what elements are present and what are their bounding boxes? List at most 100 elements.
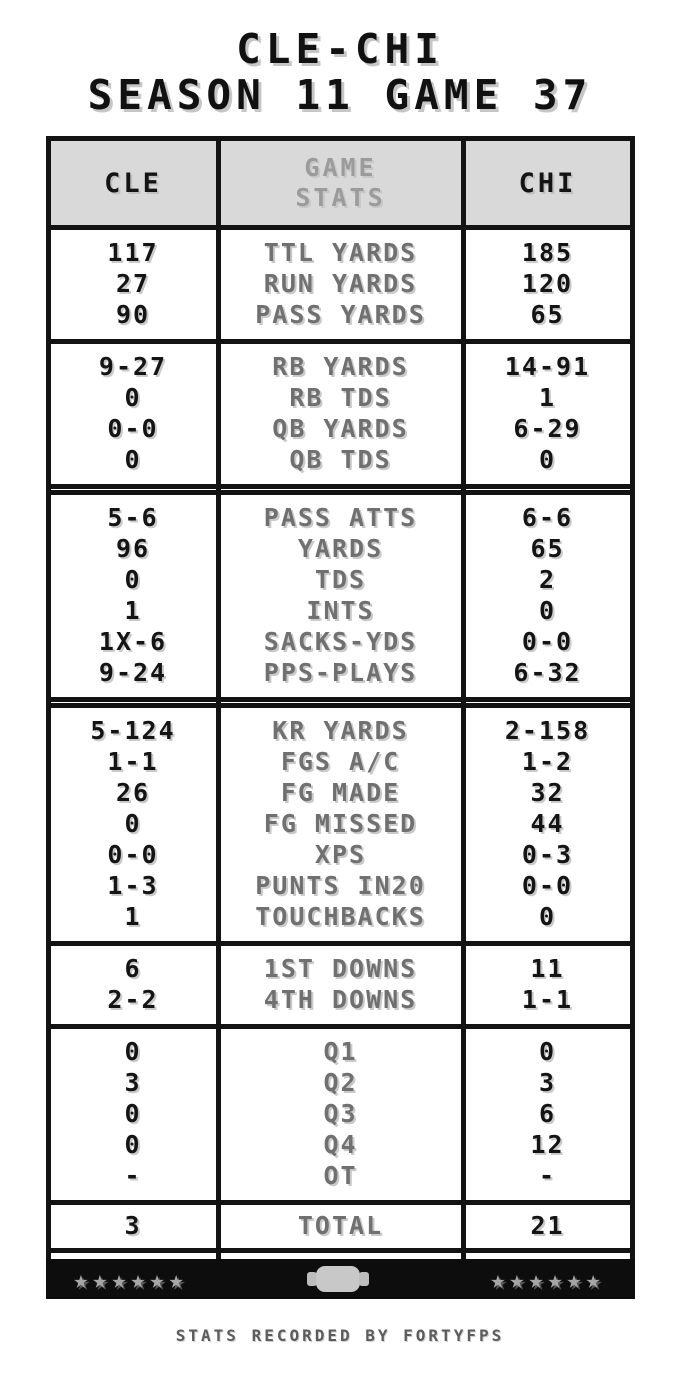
stat-label: PPS-PLAYS bbox=[263, 658, 418, 687]
stat-label: FGS A/C bbox=[280, 747, 401, 776]
total-label-cell: TOTAL bbox=[215, 1205, 461, 1248]
stat-value: 0-0 bbox=[521, 871, 574, 900]
header-cell-chi: CHI bbox=[460, 141, 630, 225]
stat-value: 0-3 bbox=[521, 840, 574, 869]
stat-label: PASS ATTS bbox=[263, 503, 418, 532]
stat-label: 1ST DOWNS bbox=[263, 954, 418, 983]
cle-values-cell: 117 27 90 bbox=[51, 230, 216, 339]
stat-value: 6-32 bbox=[513, 658, 582, 687]
double-section-divider bbox=[50, 484, 630, 490]
stat-value: 1-2 bbox=[521, 747, 574, 776]
cle-total-score: 3 bbox=[124, 1211, 142, 1240]
game-stats-label-line2: STATS bbox=[295, 183, 386, 212]
season-game-subtitle: SEASON 11 GAME 37 bbox=[87, 71, 593, 119]
stat-value: 3 bbox=[124, 1068, 142, 1097]
game-stats-label-line1: GAME bbox=[304, 153, 377, 182]
section-passing: 5-6 96 0 1 1X-6 9-24 PASS ATTS YARDS TDS… bbox=[50, 490, 630, 697]
stat-value: - bbox=[124, 1161, 142, 1190]
stat-label: PUNTS IN20 bbox=[255, 871, 426, 900]
chi-values-cell: 14-91 1 6-29 0 bbox=[460, 344, 630, 484]
stat-label: SACKS-YDS bbox=[263, 627, 418, 656]
stat-label: FG MISSED bbox=[263, 809, 418, 838]
stat-value: 14-91 bbox=[504, 352, 591, 381]
stat-value: 0-0 bbox=[107, 840, 159, 869]
stat-value: 2-2 bbox=[107, 985, 159, 1014]
stat-value: 1 bbox=[124, 596, 142, 625]
stat-value: 65 bbox=[530, 300, 565, 329]
section-special-teams: 5-124 1-1 26 0 0-0 1-3 1 KR YARDS FGS A/… bbox=[50, 703, 630, 941]
cle-star-rating: ★★★★★★ bbox=[73, 1264, 188, 1294]
chi-star-rating: ★★★★★★ bbox=[490, 1264, 605, 1294]
chi-values-cell: 0 3 6 12 - bbox=[460, 1029, 630, 1200]
stat-value: 0 bbox=[538, 445, 557, 474]
section-quarter-scores: 0 3 0 0 - Q1 Q2 Q3 Q4 OT 0 3 6 12 - bbox=[50, 1024, 630, 1200]
stat-value: 0 bbox=[124, 1037, 142, 1066]
stat-value: 3 bbox=[538, 1068, 557, 1097]
chi-values-cell: 6-6 65 2 0 0-0 6-32 bbox=[460, 495, 630, 697]
footer-bar: ★★★★★★ ★★★★★★ bbox=[45, 1259, 635, 1299]
cle-values-cell: 5-124 1-1 26 0 0-0 1-3 1 bbox=[51, 708, 216, 941]
cle-values-cell: 5-6 96 0 1 1X-6 9-24 bbox=[51, 495, 216, 697]
stat-label: OT bbox=[323, 1161, 358, 1190]
stat-label: XPS bbox=[314, 840, 367, 869]
stat-value: 1 bbox=[538, 383, 557, 412]
stat-label: FG MADE bbox=[280, 778, 401, 807]
section-team-yards: 117 27 90 TTL YARDS RUN YARDS PASS YARDS… bbox=[50, 225, 630, 339]
chi-team-label: CHI bbox=[518, 167, 577, 199]
stat-label: Q4 bbox=[323, 1130, 358, 1159]
stat-value: 12 bbox=[530, 1130, 565, 1159]
stat-value: 6-6 bbox=[521, 503, 574, 532]
stat-value: 6-29 bbox=[513, 414, 582, 443]
chi-total-score: 21 bbox=[530, 1211, 565, 1240]
stat-value: 1-1 bbox=[107, 747, 159, 776]
stat-value: 117 bbox=[107, 238, 159, 267]
stat-value: 0 bbox=[124, 1130, 142, 1159]
stat-value: 0 bbox=[538, 1037, 557, 1066]
stat-value: 1 bbox=[124, 902, 142, 931]
stat-label: 4TH DOWNS bbox=[263, 985, 418, 1014]
stat-label: Q1 bbox=[323, 1037, 358, 1066]
footer-gap-strip bbox=[45, 1253, 635, 1259]
stat-label: RUN YARDS bbox=[263, 269, 418, 298]
stat-value: 1X-6 bbox=[98, 627, 168, 656]
game-title: CLE-CHI bbox=[236, 25, 444, 73]
stat-value: 1-3 bbox=[107, 871, 159, 900]
stat-value: 0 bbox=[124, 1099, 142, 1128]
stat-label: PASS YARDS bbox=[255, 300, 426, 329]
cle-total-cell: 3 bbox=[51, 1205, 216, 1248]
stat-value: 0 bbox=[538, 596, 557, 625]
football-icon bbox=[307, 1266, 369, 1292]
stat-labels-cell: Q1 Q2 Q3 Q4 OT bbox=[215, 1029, 461, 1200]
stat-value: 32 bbox=[530, 778, 565, 807]
stat-value: 65 bbox=[530, 534, 565, 563]
chi-total-cell: 21 bbox=[460, 1205, 630, 1248]
section-downs: 6 2-2 1ST DOWNS 4TH DOWNS 11 1-1 bbox=[50, 941, 630, 1024]
stat-value: 0 bbox=[124, 565, 142, 594]
stat-value: 44 bbox=[530, 809, 565, 838]
stat-labels-cell: KR YARDS FGS A/C FG MADE FG MISSED XPS P… bbox=[215, 708, 461, 941]
stat-label: TDS bbox=[314, 565, 367, 594]
stat-value: 0 bbox=[124, 383, 142, 412]
section-rb-qb: 9-27 0 0-0 0 RB YARDS RB TDS QB YARDS QB… bbox=[50, 339, 630, 484]
cle-team-label: CLE bbox=[104, 167, 162, 199]
stat-value: 26 bbox=[115, 778, 151, 807]
stat-value: - bbox=[538, 1161, 557, 1190]
stats-table: CLE GAME STATS CHI 117 27 90 TTL YARDS R… bbox=[45, 136, 635, 1253]
double-section-divider bbox=[50, 697, 630, 703]
stat-value: 0 bbox=[124, 445, 142, 474]
stat-value: 0-0 bbox=[107, 414, 159, 443]
cle-values-cell: 0 3 0 0 - bbox=[51, 1029, 216, 1200]
stat-labels-cell: RB YARDS RB TDS QB YARDS QB TDS bbox=[215, 344, 461, 484]
stat-value: 9-24 bbox=[98, 658, 168, 687]
stat-value: 5-6 bbox=[107, 503, 159, 532]
credit-text: STATS RECORDED BY FORTYFPS bbox=[175, 1326, 505, 1345]
stat-label: QB YARDS bbox=[272, 414, 409, 443]
table-header-row: CLE GAME STATS CHI bbox=[50, 141, 630, 225]
stat-value: 27 bbox=[115, 269, 151, 298]
stat-label: TOUCHBACKS bbox=[255, 902, 426, 931]
stat-value: 11 bbox=[530, 954, 565, 983]
stat-label: INTS bbox=[306, 596, 375, 625]
header-cell-game-stats: GAME STATS bbox=[215, 141, 461, 225]
chi-values-cell: 11 1-1 bbox=[460, 946, 630, 1024]
stat-value: 90 bbox=[115, 300, 151, 329]
